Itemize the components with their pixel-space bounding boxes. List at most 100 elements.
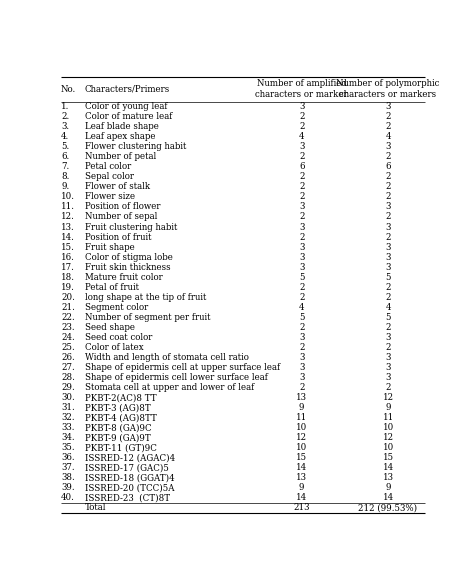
Text: 5.: 5. [61,142,69,151]
Text: 4.: 4. [61,132,69,141]
Text: 11: 11 [383,413,393,422]
Text: 15.: 15. [61,242,75,252]
Text: Position of flower: Position of flower [85,203,161,211]
Text: 2: 2 [299,122,304,131]
Text: 6: 6 [385,162,391,171]
Text: PKBT-9 (GA)9T: PKBT-9 (GA)9T [85,433,151,442]
Text: 14: 14 [296,493,307,502]
Text: 22.: 22. [61,313,75,322]
Text: 4: 4 [299,303,304,312]
Text: 21.: 21. [61,303,75,312]
Text: PKBT-11 (GT)9C: PKBT-11 (GT)9C [85,443,157,452]
Text: 14: 14 [383,493,393,502]
Text: 4: 4 [299,132,304,141]
Text: 14.: 14. [61,232,75,242]
Text: Color of mature leaf: Color of mature leaf [85,112,173,121]
Text: 2: 2 [299,152,304,161]
Text: Fruit skin thickness: Fruit skin thickness [85,263,171,272]
Text: Number of segment per fruit: Number of segment per fruit [85,313,210,322]
Text: No.: No. [61,85,76,93]
Text: 2: 2 [299,172,304,181]
Text: 3: 3 [299,263,304,272]
Text: 12: 12 [296,433,307,442]
Text: 5: 5 [299,273,304,281]
Text: 3: 3 [299,242,304,252]
Text: 212 (99.53%): 212 (99.53%) [358,503,418,513]
Text: 9: 9 [299,403,304,412]
Text: 3: 3 [299,253,304,262]
Text: 2: 2 [385,343,391,352]
Text: 3: 3 [299,333,304,342]
Text: 3: 3 [385,102,391,111]
Text: 29.: 29. [61,383,75,392]
Text: 24.: 24. [61,333,75,342]
Text: 36.: 36. [61,453,75,463]
Text: 19.: 19. [61,283,75,292]
Text: Fruit shape: Fruit shape [85,242,135,252]
Text: 2: 2 [385,293,391,302]
Text: 2: 2 [385,172,391,181]
Text: 2: 2 [299,293,304,302]
Text: PKBT-4 (AG)8TT: PKBT-4 (AG)8TT [85,413,157,422]
Text: 40.: 40. [61,493,75,502]
Text: Seed coat color: Seed coat color [85,333,152,342]
Text: 3: 3 [385,263,391,272]
Text: 2: 2 [299,192,304,201]
Text: 27.: 27. [61,363,75,372]
Text: 13: 13 [383,474,393,482]
Text: 2: 2 [299,213,304,221]
Text: 2.: 2. [61,112,69,121]
Text: ISSRED-20 (TCC)5A: ISSRED-20 (TCC)5A [85,484,174,492]
Text: 2: 2 [385,122,391,131]
Text: PKBT-3 (AG)8T: PKBT-3 (AG)8T [85,403,151,412]
Text: Flower of stalk: Flower of stalk [85,182,150,192]
Text: Petal color: Petal color [85,162,131,171]
Text: Position of fruit: Position of fruit [85,232,152,242]
Text: 35.: 35. [61,443,75,452]
Text: 9: 9 [299,484,304,492]
Text: 18.: 18. [61,273,75,281]
Text: 14: 14 [383,463,393,472]
Text: Mature fruit color: Mature fruit color [85,273,163,281]
Text: 33.: 33. [61,423,74,432]
Text: 12: 12 [383,433,393,442]
Text: 2: 2 [299,283,304,292]
Text: Color of young leaf: Color of young leaf [85,102,167,111]
Text: 10: 10 [296,423,307,432]
Text: 17.: 17. [61,263,75,272]
Text: 3: 3 [385,142,391,151]
Text: 3: 3 [299,373,304,382]
Text: 5: 5 [385,273,391,281]
Text: Stomata cell at upper and lower of leaf: Stomata cell at upper and lower of leaf [85,383,254,392]
Text: 13: 13 [296,393,307,402]
Text: 5: 5 [385,313,391,322]
Text: Characters/Primers: Characters/Primers [85,85,170,93]
Text: Number of sepal: Number of sepal [85,213,157,221]
Text: ISSRED-17 (GAC)5: ISSRED-17 (GAC)5 [85,463,169,472]
Text: Color of latex: Color of latex [85,343,144,352]
Text: 11: 11 [296,413,307,422]
Text: 2: 2 [299,343,304,352]
Text: 2: 2 [385,112,391,121]
Text: Petal of fruit: Petal of fruit [85,283,139,292]
Text: Number of amplified
characters or marker: Number of amplified characters or marker [255,79,348,99]
Text: 23.: 23. [61,323,75,332]
Text: 3: 3 [385,253,391,262]
Text: Leaf blade shape: Leaf blade shape [85,122,159,131]
Text: Width and length of stomata cell ratio: Width and length of stomata cell ratio [85,353,249,362]
Text: 2: 2 [385,182,391,192]
Text: 2: 2 [385,383,391,392]
Text: 3: 3 [385,223,391,231]
Text: 10.: 10. [61,192,75,201]
Text: 13.: 13. [61,223,75,231]
Text: Flower size: Flower size [85,192,135,201]
Text: 30.: 30. [61,393,75,402]
Text: 31.: 31. [61,403,75,412]
Text: PKBT-8 (GA)9C: PKBT-8 (GA)9C [85,423,152,432]
Text: Leaf apex shape: Leaf apex shape [85,132,155,141]
Text: 3: 3 [299,363,304,372]
Text: 7.: 7. [61,162,69,171]
Text: 32.: 32. [61,413,75,422]
Text: 3: 3 [385,333,391,342]
Text: 1.: 1. [61,102,70,111]
